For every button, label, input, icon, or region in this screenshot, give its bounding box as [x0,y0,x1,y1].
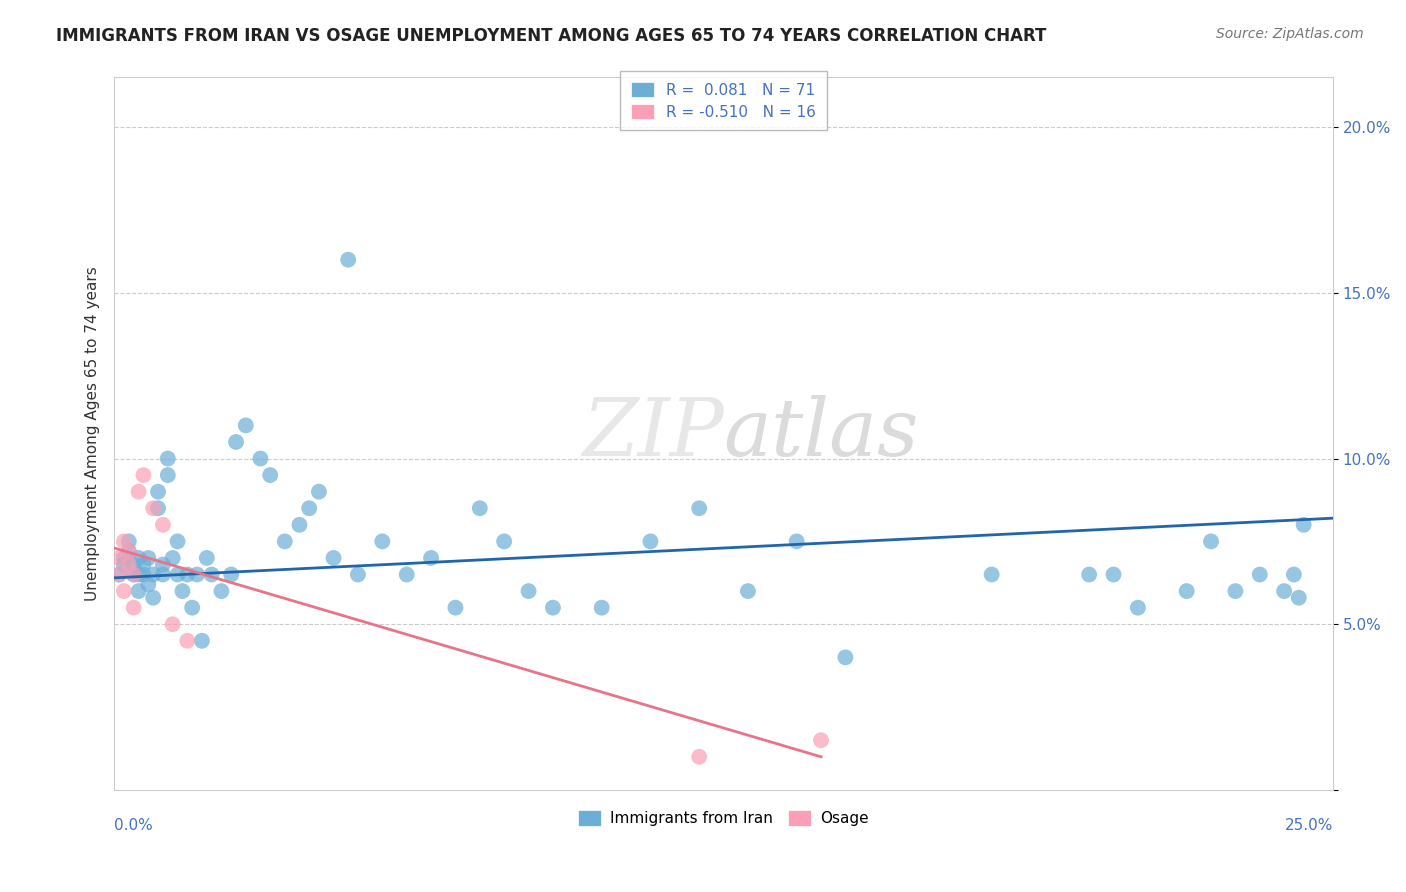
Legend: Immigrants from Iran, Osage: Immigrants from Iran, Osage [572,804,875,832]
Point [128,551,150,566]
Point [172,584,194,599]
Point [1126,600,1149,615]
Point [494,534,516,549]
Point [132,558,155,572]
Point [298,501,321,516]
Point [1078,567,1101,582]
Point [235,418,257,433]
Point [308,484,330,499]
Point [146,484,169,499]
Text: 0.0%: 0.0% [114,819,153,833]
Point [162,617,184,632]
Point [118,544,141,558]
Point [209,584,232,599]
Point [249,451,271,466]
Point [1292,517,1315,532]
Point [195,551,218,566]
Point [142,591,165,605]
Point [980,567,1002,582]
Point [112,558,135,572]
Point [1225,584,1247,599]
Text: IMMIGRANTS FROM IRAN VS OSAGE UNEMPLOYMENT AMONG AGES 65 TO 74 YEARS CORRELATION: IMMIGRANTS FROM IRAN VS OSAGE UNEMPLOYME… [56,27,1046,45]
Point [810,733,832,747]
Point [162,551,184,566]
Point [274,534,297,549]
Point [108,551,131,566]
Point [156,451,179,466]
Point [688,501,710,516]
Point [118,534,141,549]
Point [288,517,311,532]
Point [737,584,759,599]
Point [108,567,131,582]
Point [640,534,662,549]
Point [132,468,155,483]
Point [152,567,174,582]
Point [122,600,145,615]
Point [128,584,150,599]
Point [181,600,204,615]
Point [112,534,135,549]
Point [259,468,281,483]
Point [1102,567,1125,582]
Point [128,567,150,582]
Point [191,633,214,648]
Point [1199,534,1222,549]
Point [688,749,710,764]
Point [108,567,131,582]
Point [136,577,159,591]
Point [118,544,141,558]
Point [122,558,145,572]
Point [128,484,150,499]
Point [591,600,613,615]
Point [118,558,141,572]
Point [136,551,159,566]
Point [468,501,491,516]
Text: 25.0%: 25.0% [1285,819,1333,833]
Point [201,567,224,582]
Point [152,517,174,532]
Point [122,567,145,582]
Point [1175,584,1198,599]
Point [541,600,564,615]
Point [1282,567,1305,582]
Point [347,567,370,582]
Point [420,551,443,566]
Point [166,534,188,549]
Point [322,551,344,566]
Point [132,567,155,582]
Point [834,650,856,665]
Point [152,558,174,572]
Point [225,434,247,449]
Point [112,584,135,599]
Point [786,534,808,549]
Point [444,600,467,615]
Text: ZIP: ZIP [582,395,724,473]
Point [122,567,145,582]
Point [395,567,418,582]
Point [1272,584,1295,599]
Text: atlas: atlas [724,395,920,473]
Point [1288,591,1310,605]
Point [176,567,198,582]
Point [219,567,242,582]
Point [146,501,169,516]
Text: Source: ZipAtlas.com: Source: ZipAtlas.com [1216,27,1364,41]
Point [156,468,179,483]
Point [142,567,165,582]
Point [517,584,540,599]
Point [1249,567,1271,582]
Point [176,633,198,648]
Point [337,252,360,267]
Point [112,551,135,566]
Point [186,567,208,582]
Point [371,534,394,549]
Point [166,567,188,582]
Y-axis label: Unemployment Among Ages 65 to 74 years: Unemployment Among Ages 65 to 74 years [86,267,100,601]
Point [142,501,165,516]
